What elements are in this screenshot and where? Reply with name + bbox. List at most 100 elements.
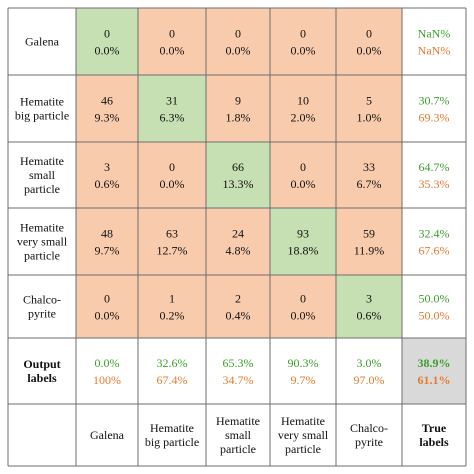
col-summary-1-incorrect: 67.4% (157, 373, 188, 387)
col-label-3-line-1: very small (278, 428, 329, 442)
col-summary-title-line-0: True (422, 421, 447, 435)
cell-0-2-count: 0 (235, 27, 241, 41)
col-label-3-line-2: particle (285, 442, 321, 456)
cell-1-0-percent: 9.3% (95, 111, 120, 125)
cell-2-4-percent: 6.7% (357, 177, 382, 191)
cell-3-0-percent: 9.7% (95, 244, 120, 258)
cell-3-2-count: 24 (232, 227, 244, 241)
cell-4-0-count: 0 (104, 292, 110, 306)
row-summary-1-correct: 30.7% (419, 94, 450, 108)
col-summary-3-correct: 90.3% (288, 356, 319, 370)
cell-1-0-count: 46 (101, 94, 113, 108)
cell-1-4-fill (336, 75, 402, 142)
cell-2-1-count: 0 (169, 160, 175, 174)
cell-0-1-fill (138, 8, 206, 75)
cell-3-0-fill (76, 208, 138, 275)
cell-0-3-fill (270, 8, 336, 75)
cell-4-2-percent: 0.4% (226, 309, 251, 323)
cell-4-1-fill (138, 275, 206, 338)
row-summary-0-incorrect: NaN% (418, 44, 451, 58)
overall-accuracy: 38.9% (418, 356, 451, 370)
cell-2-0-count: 3 (104, 160, 110, 174)
cell-3-1-count: 63 (166, 227, 178, 241)
cell-4-2-fill (206, 275, 270, 338)
row-summary-title-line-1: labels (27, 371, 57, 385)
overall-accuracy-fill (402, 338, 466, 404)
overall-error: 61.1% (418, 373, 451, 387)
cell-2-4-count: 33 (363, 160, 375, 174)
cell-0-0-fill (76, 8, 138, 75)
col-summary-2-incorrect: 34.7% (223, 373, 254, 387)
cell-3-1-fill (138, 208, 206, 275)
cell-1-1-fill (138, 75, 206, 142)
col-summary-title-line-1: labels (419, 435, 449, 449)
row-summary-1-incorrect: 69.3% (419, 111, 450, 125)
cell-2-3-count: 0 (300, 160, 306, 174)
cell-1-3-percent: 2.0% (291, 111, 316, 125)
row-summary-3-incorrect: 67.6% (419, 244, 450, 258)
cell-3-3-count: 93 (297, 227, 309, 241)
cell-3-2-fill (206, 208, 270, 275)
cell-1-2-count: 9 (235, 94, 241, 108)
col-label-2-line-2: particle (220, 442, 256, 456)
cell-2-1-percent: 0.0% (160, 177, 185, 191)
cell-4-1-percent: 0.2% (160, 309, 185, 323)
cell-4-2-count: 2 (235, 292, 241, 306)
cell-0-3-percent: 0.0% (291, 44, 316, 58)
row-label-1-line-1: big particle (15, 109, 69, 123)
row-label-3-line-1: very small (17, 235, 68, 249)
cell-3-3-percent: 18.8% (288, 244, 319, 258)
cell-4-4-percent: 0.6% (357, 309, 382, 323)
row-summary-title-line-0: Output (23, 357, 60, 371)
col-summary-0-incorrect: 100% (93, 373, 121, 387)
row-label-3-line-0: Hematite (20, 221, 64, 235)
cell-0-1-percent: 0.0% (160, 44, 185, 58)
cell-3-4-percent: 11.9% (354, 244, 385, 258)
cell-2-3-percent: 0.0% (291, 177, 316, 191)
cell-4-3-count: 0 (300, 292, 306, 306)
col-label-3-line-0: Hematite (281, 414, 325, 428)
cell-1-4-count: 5 (366, 94, 372, 108)
cell-3-0-count: 48 (101, 227, 113, 241)
col-label-2-line-1: small (225, 428, 252, 442)
cell-4-0-percent: 0.0% (95, 309, 120, 323)
col-label-2-line-0: Hematite (216, 414, 260, 428)
col-summary-2-correct: 65.3% (223, 356, 254, 370)
cell-4-4-count: 3 (366, 292, 372, 306)
col-summary-4-correct: 3.0% (357, 356, 382, 370)
cell-1-3-fill (270, 75, 336, 142)
cell-3-4-fill (336, 208, 402, 275)
row-summary-3-correct: 32.4% (419, 227, 450, 241)
cell-1-2-fill (206, 75, 270, 142)
cell-2-0-percent: 0.6% (95, 177, 120, 191)
cell-1-2-percent: 1.8% (226, 111, 251, 125)
cell-0-4-fill (336, 8, 402, 75)
row-label-2-line-0: Hematite (20, 154, 64, 168)
cell-0-0-count: 0 (104, 27, 110, 41)
row-label-4-line-1: pyrite (28, 307, 56, 321)
cell-1-4-percent: 1.0% (357, 111, 382, 125)
cell-1-1-percent: 6.3% (160, 111, 185, 125)
cell-4-4-fill (336, 275, 402, 338)
row-label-2-line-2: particle (24, 182, 60, 196)
col-label-1-line-1: big particle (145, 435, 199, 449)
cell-0-4-count: 0 (366, 27, 372, 41)
row-label-3-line-2: particle (24, 249, 60, 263)
col-label-4-line-0: Chalco- (350, 421, 388, 435)
row-label-2-line-1: small (29, 168, 56, 182)
cell-3-3-fill (270, 208, 336, 275)
cell-1-0-fill (76, 75, 138, 142)
cell-4-0-fill (76, 275, 138, 338)
cell-2-0-fill (76, 142, 138, 208)
cell-2-2-count: 66 (232, 160, 244, 174)
col-summary-4-incorrect: 97.0% (354, 373, 385, 387)
row-label-1-line-0: Hematite (20, 95, 64, 109)
cell-4-3-percent: 0.0% (291, 309, 316, 323)
cell-3-1-percent: 12.7% (157, 244, 188, 258)
cell-3-4-count: 59 (363, 227, 375, 241)
row-summary-2-incorrect: 35.3% (419, 177, 450, 191)
cell-2-3-fill (270, 142, 336, 208)
row-summary-4-correct: 50.0% (419, 292, 450, 306)
row-summary-2-correct: 64.7% (419, 160, 450, 174)
